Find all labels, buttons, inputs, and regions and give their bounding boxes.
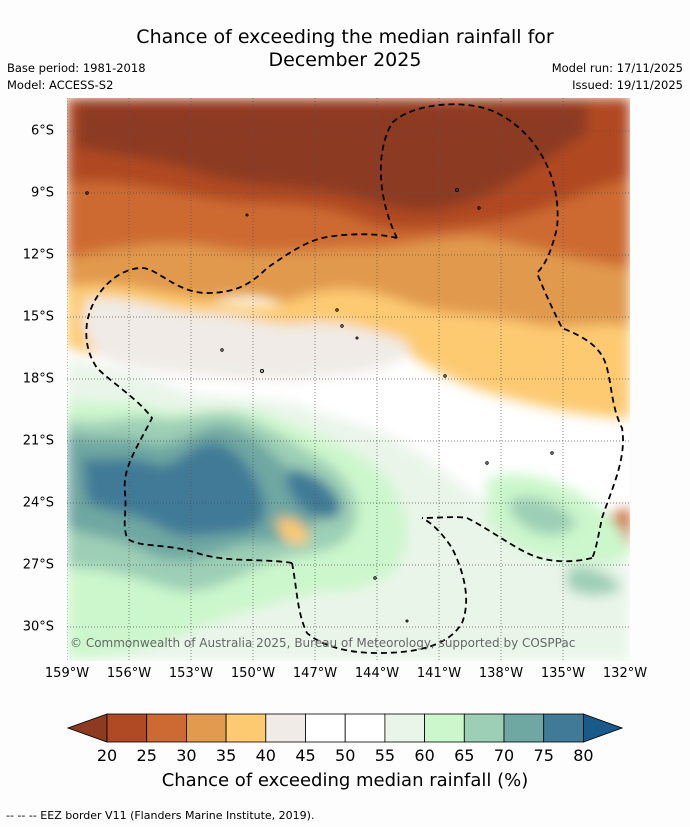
- lat-label: 15°S: [22, 309, 54, 325]
- colorbar-tick-label: 70: [493, 746, 515, 765]
- lat-label: 21°S: [22, 433, 54, 449]
- colorbar-tick-label: 75: [533, 746, 554, 765]
- colorbar: [67, 713, 623, 743]
- colorbar-bin: [106, 713, 148, 743]
- colorbar-bin: [265, 713, 306, 743]
- base-period: Base period: 1981-2018: [7, 61, 146, 75]
- colorbar-extend-low: [67, 713, 108, 743]
- copyright-notice: © Commonwealth of Australia 2025, Bureau…: [70, 636, 575, 650]
- colorbar-bin: [384, 713, 425, 743]
- lon-label: 144°W: [354, 666, 400, 681]
- colorbar-bin: [503, 713, 545, 743]
- lon-label: 135°W: [540, 666, 586, 681]
- lon-label: 141°W: [416, 666, 462, 681]
- colorbar-tick-label: 55: [374, 746, 396, 765]
- map-title-line2: December 2025: [268, 49, 422, 71]
- colorbar-label: Chance of exceeding median rainfall (%): [161, 770, 529, 791]
- lat-label: 9°S: [30, 185, 54, 201]
- rainfall-map: © Commonwealth of Australia 2025, Bureau…: [67, 98, 630, 661]
- lon-label: 153°W: [168, 666, 214, 681]
- lon-label: 156°W: [106, 666, 152, 681]
- lat-label: 12°S: [22, 247, 54, 263]
- lon-label: 159°W: [44, 666, 90, 681]
- colorbar-tick-label: 35: [215, 746, 237, 765]
- colorbar-bin: [225, 713, 267, 743]
- lat-label: 27°S: [22, 557, 54, 573]
- colorbar-tick-label: 40: [255, 746, 276, 765]
- colorbar-tick-label: 80: [573, 746, 594, 765]
- colorbar-tick-label: 60: [414, 746, 435, 765]
- eez-footnote: -- -- -- EEZ border V11 (Flanders Marine…: [6, 809, 315, 822]
- colorbar-bin: [305, 713, 346, 743]
- colorbar-tick-label: 20: [96, 746, 118, 765]
- colorbar-tick-label: 45: [295, 746, 316, 765]
- colorbar-bin: [424, 713, 465, 743]
- lon-label: 147°W: [292, 666, 338, 681]
- colorbar-bin: [543, 713, 584, 743]
- colorbar-tick-label: 65: [454, 746, 475, 765]
- colorbar-tick-label: 50: [335, 746, 356, 765]
- colorbar-bin: [463, 713, 505, 743]
- issued-date: Issued: 19/11/2025: [572, 78, 683, 92]
- colorbar-extend-high: [583, 713, 623, 743]
- map-title-line1: Chance of exceeding the median rainfall …: [136, 26, 554, 48]
- lon-label: 150°W: [230, 666, 276, 681]
- lat-label: 30°S: [22, 619, 54, 635]
- lat-label: 18°S: [22, 371, 54, 387]
- colorbar-tick-label: 30: [176, 746, 197, 765]
- lon-label: 132°W: [602, 666, 648, 681]
- model-name: Model: ACCESS-S2: [7, 78, 114, 92]
- colorbar-tick-label: 25: [136, 746, 157, 765]
- colorbar-bin: [186, 713, 227, 743]
- colorbar-bin: [146, 713, 187, 743]
- lon-label: 138°W: [478, 666, 524, 681]
- model-run-date: Model run: 17/11/2025: [551, 61, 683, 75]
- colorbar-bin: [344, 713, 386, 743]
- lat-label: 24°S: [22, 495, 54, 511]
- lat-label: 6°S: [30, 123, 54, 139]
